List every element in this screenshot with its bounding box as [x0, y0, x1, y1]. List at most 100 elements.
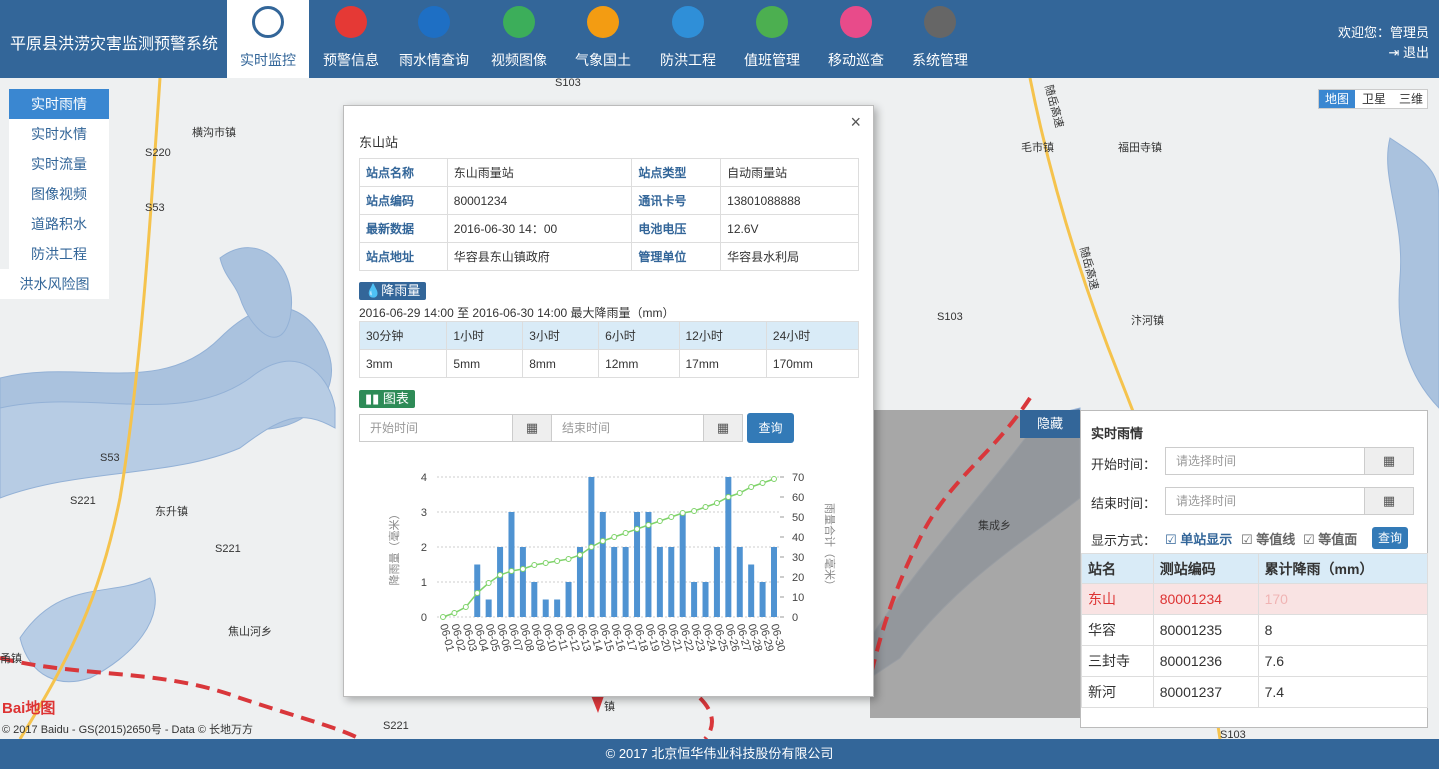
line-point [771, 476, 777, 482]
line-point [497, 572, 504, 578]
station-cell: 80001235 [1152, 614, 1259, 646]
station-cell: 170 [1257, 583, 1429, 615]
map-label: S221 [383, 720, 409, 732]
map-label: 福田寺镇 [1118, 140, 1162, 154]
bar [702, 582, 709, 617]
info-cell: 华容县东山镇政府 [446, 242, 633, 271]
line-point [645, 522, 652, 528]
nav-label: 视频图像 [491, 52, 547, 68]
station-cell: 新河 [1081, 676, 1154, 708]
map-type-btn[interactable]: 三维 [1398, 92, 1423, 106]
menu-item[interactable]: 洪水风险图 [0, 269, 109, 299]
station-row[interactable]: 新河 80001237 7.4 [1081, 676, 1429, 708]
rain-cell: 17mm [678, 349, 767, 378]
chart-badge-text: 图表 [382, 391, 409, 406]
map-label: 毛市镇 [1021, 140, 1054, 154]
info-cell: 2016-06-30 14：00 [446, 214, 633, 243]
map-label: 镇 [604, 699, 615, 713]
logout[interactable]: ⇥ 退出 [1388, 45, 1429, 60]
calendar[interactable]: ▦ [1364, 447, 1414, 475]
shadow [870, 410, 1080, 718]
nav-icon [924, 6, 956, 38]
nav-item[interactable]: 视频图像 [478, 0, 560, 78]
chart-badge: ▮▮ 图表 [359, 390, 415, 408]
nav-item[interactable]: 系统管理 [899, 0, 981, 78]
y2-tick-label: 70 [792, 472, 804, 484]
nav-item[interactable]: 实时监控 [227, 0, 309, 78]
map-label: S220 [145, 147, 171, 159]
menu-item[interactable]: 道路积水 [9, 209, 109, 239]
map-label: S53 [100, 452, 120, 464]
start-input[interactable]: 请选择时间 [1165, 447, 1365, 475]
menu-item[interactable]: 实时水情 [9, 119, 109, 149]
nav-item[interactable]: 雨水情查询 [393, 0, 475, 78]
map-type: 地图 卫星 三维 [1318, 89, 1428, 109]
start-input[interactable]: 开始时间 [359, 414, 513, 442]
line-point [736, 490, 743, 496]
nav-item[interactable]: 值班管理 [731, 0, 813, 78]
menu-item[interactable]: 防洪工程 [9, 239, 109, 269]
option[interactable]: ☑ 等值线 [1241, 532, 1296, 547]
nav-item[interactable]: 移动巡查 [815, 0, 897, 78]
query-btn[interactable]: 查询 [747, 413, 794, 443]
station-row[interactable]: 三封寺 80001236 7.6 [1081, 645, 1429, 677]
line-point [668, 514, 675, 520]
end-input[interactable]: 请选择时间 [1165, 487, 1365, 515]
y-tick-label: 3 [421, 507, 427, 519]
station-cell: 80001237 [1152, 676, 1259, 708]
nav-item[interactable]: 预警信息 [310, 0, 392, 78]
y-tick-label: 1 [421, 577, 427, 589]
map-type-btn[interactable]: 地图 [1319, 90, 1355, 108]
option[interactable]: ☑ 单站显示 [1165, 532, 1233, 547]
station-header: 站名 测站编码 累计降雨（mm） [1081, 553, 1429, 584]
y2-tick-label: 10 [792, 592, 804, 604]
menu-item[interactable]: 实时流量 [9, 149, 109, 179]
line-point [599, 538, 606, 544]
station-row[interactable]: 东山 80001234 170 [1081, 583, 1429, 615]
line-point [531, 562, 538, 568]
rain-badge: 💧降雨量 [359, 282, 427, 300]
calendar[interactable]: ▦ [1364, 487, 1414, 515]
bar [542, 599, 549, 617]
station-cell: 华容 [1081, 614, 1154, 646]
calendar[interactable]: ▦ [512, 414, 552, 442]
menu-item[interactable]: 实时雨情 [9, 89, 109, 119]
option-text[interactable]: 等值线 [1256, 532, 1296, 547]
rain-row: 3mm 5mm 8mm 12mm 17mm 170mm [358, 349, 860, 378]
map-label: S103 [937, 311, 963, 323]
map-type-btn[interactable]: 卫星 [1361, 92, 1386, 106]
station-row[interactable]: 华容 80001235 8 [1081, 614, 1429, 646]
nav-icon [672, 6, 704, 38]
line-point [725, 494, 732, 500]
calendar[interactable]: ▦ [703, 414, 743, 442]
line-point [508, 568, 515, 574]
bar [531, 582, 538, 617]
nav-icon [418, 6, 450, 38]
nav-item[interactable]: 防洪工程 [647, 0, 729, 78]
station-head-cell: 测站编码 [1152, 553, 1259, 584]
hide-tab[interactable]: 隐藏 [1020, 410, 1080, 438]
option-text[interactable]: 单站显示 [1180, 532, 1233, 547]
nav-icon [840, 6, 872, 38]
info-cell: 站点名称 [359, 158, 448, 187]
logout-text[interactable]: 退出 [1402, 45, 1429, 60]
info-row: 站点编码 80001234 通讯卡号 13801088888 [359, 186, 859, 215]
rain-cell: 8mm [522, 349, 600, 378]
bar [713, 547, 720, 617]
query-btn[interactable]: 查询 [1372, 527, 1408, 549]
info-cell: 自动雨量站 [720, 158, 859, 187]
close[interactable]: × [850, 112, 861, 132]
nav-label: 雨水情查询 [399, 52, 469, 68]
y2-axis-title: 雨量合计（毫米） [823, 503, 837, 591]
rain-table: 30分钟 1小时 3小时 6小时 12小时 24小时 3mm 5mm 8mm 12mm 17mm 17… [358, 321, 860, 378]
menu-item[interactable]: 图像视频 [9, 179, 109, 209]
station-marker[interactable] [590, 693, 605, 713]
rain-head-cell: 24小时 [765, 321, 860, 350]
end-input[interactable]: 结束时间 [551, 414, 704, 442]
option[interactable]: ☑ 等值面 [1303, 532, 1358, 547]
nav-label: 系统管理 [912, 52, 968, 68]
nav-item[interactable]: 气象国土 [562, 0, 644, 78]
option-text[interactable]: 等值面 [1318, 532, 1358, 547]
line-point [748, 484, 755, 490]
